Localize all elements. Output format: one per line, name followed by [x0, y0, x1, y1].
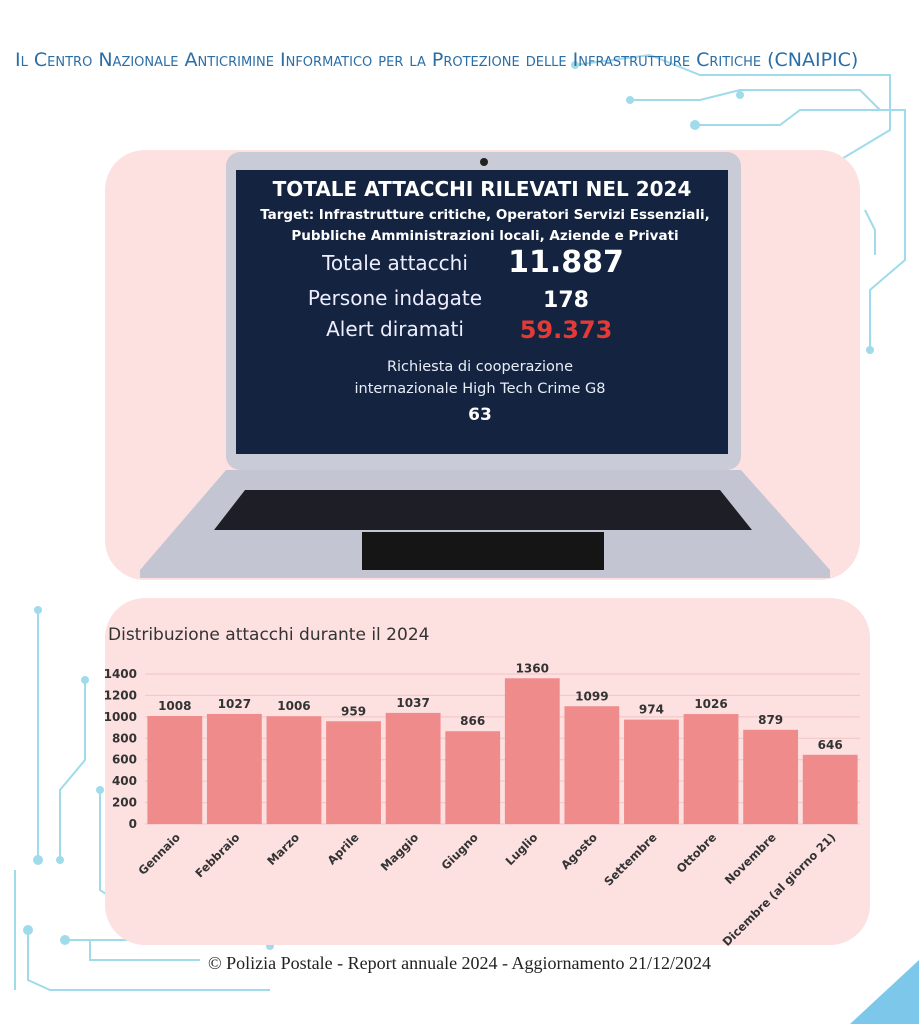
stat-value: 59.373 — [520, 316, 613, 344]
y-tick-label: 800 — [112, 731, 137, 745]
y-tick-label: 1000 — [104, 710, 137, 724]
y-tick-label: 200 — [112, 796, 137, 810]
bar — [743, 729, 799, 824]
data-label: 1027 — [218, 697, 251, 711]
stat-label: Totale attacchi — [321, 251, 468, 275]
circuit-decor — [14, 53, 906, 991]
bar — [266, 716, 322, 824]
bar — [802, 754, 858, 824]
data-label: 1099 — [575, 689, 608, 703]
bar — [683, 714, 739, 824]
stat-label: Persone indagate — [308, 286, 482, 310]
y-tick-label: 600 — [112, 753, 137, 767]
bar — [445, 731, 501, 824]
data-label: 1026 — [694, 697, 727, 711]
footer: © Polizia Postale - Report annuale 2024 … — [207, 953, 712, 973]
bar — [564, 706, 620, 824]
bar — [206, 713, 262, 824]
data-label: 1008 — [158, 699, 191, 713]
data-label: 1006 — [277, 699, 310, 713]
cooperation-value: 63 — [468, 405, 492, 425]
stat-value: 11.887 — [508, 245, 624, 280]
keyboard — [214, 490, 752, 530]
y-tick-label: 0 — [129, 817, 137, 831]
data-label: 879 — [758, 713, 783, 727]
laptop-subtitle: Target: Infrastrutture critiche, Operato… — [260, 207, 710, 244]
webcam — [480, 158, 488, 166]
bar — [326, 721, 381, 824]
chart-title: Distribuzione attacchi durante il 2024 — [108, 625, 429, 645]
data-label: 866 — [460, 714, 485, 728]
bar — [504, 678, 560, 824]
corner-decor — [850, 960, 919, 1024]
bar — [147, 716, 203, 824]
laptop-screen — [236, 170, 728, 454]
stat-value: 178 — [543, 288, 589, 313]
y-tick-label: 1400 — [104, 667, 137, 681]
bar — [624, 719, 679, 824]
data-label: 1037 — [396, 696, 429, 710]
data-label: 974 — [639, 703, 664, 717]
laptop-title: TOTALE ATTACCHI RILEVATI NEL 2024 — [273, 177, 692, 201]
bar — [385, 712, 441, 824]
y-tick-label: 1200 — [104, 688, 137, 702]
data-label: 646 — [818, 738, 843, 752]
y-tick-label: 400 — [112, 774, 137, 788]
header-title: Il Centro Nazionale Anticrimine Informat… — [15, 49, 859, 71]
data-label: 959 — [341, 704, 366, 718]
stat-label: Alert diramati — [326, 317, 464, 341]
data-label: 1360 — [516, 661, 549, 675]
touchpad — [362, 532, 604, 570]
cooperation-label: Richiesta di cooperazione internazionale… — [354, 359, 606, 397]
